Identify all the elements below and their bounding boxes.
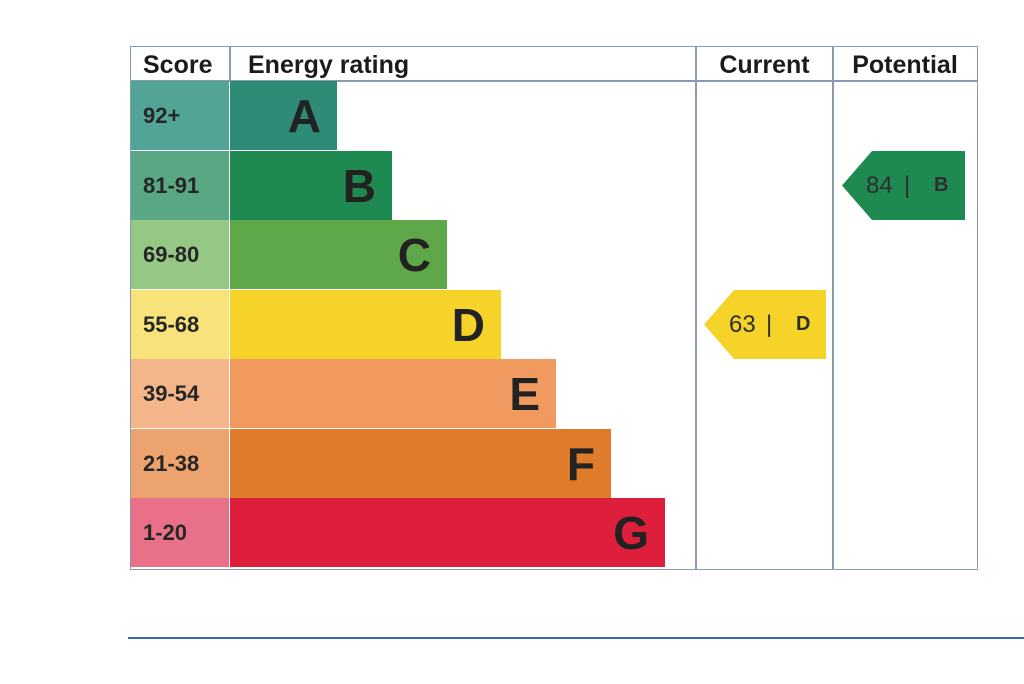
current-separator: | (766, 311, 773, 338)
energy-rating-table (130, 46, 978, 570)
potential-score-value: 84 (866, 172, 893, 199)
potential-separator: | (904, 172, 911, 199)
header-score: Score (143, 51, 213, 79)
current-column-left-divider (695, 47, 697, 569)
score-column-divider (229, 47, 231, 81)
rating-band-a: A (230, 81, 337, 150)
current-band-letter: D (796, 313, 811, 335)
header-divider (131, 80, 977, 82)
rating-band-e: E (230, 359, 556, 428)
score-cell-f: 21-38 (131, 429, 229, 498)
current-score-value: 63 (729, 311, 756, 338)
potential-band-letter: B (934, 174, 949, 196)
header-current: Current (719, 51, 810, 79)
rating-band-f: F (230, 429, 611, 498)
potential-arrow-shape (842, 151, 965, 220)
header-potential: Potential (852, 51, 958, 79)
rating-band-d: D (230, 290, 501, 359)
score-cell-d: 55-68 (131, 290, 229, 359)
rating-band-c: C (230, 220, 447, 289)
rating-band-b: B (230, 151, 392, 220)
score-cell-g: 1-20 (131, 498, 229, 567)
potential-rating-marker: 84 | B (842, 151, 965, 220)
score-cell-e: 39-54 (131, 359, 229, 428)
header-energy-rating: Energy rating (248, 51, 410, 79)
current-arrow-shape (704, 290, 826, 359)
current-column-right-divider (832, 47, 834, 569)
score-cell-a: 92+ (131, 81, 229, 150)
current-rating-marker: 63 | D (704, 290, 826, 359)
rating-band-g: G (230, 498, 665, 567)
bottom-rule (128, 637, 1024, 639)
score-cell-b: 81-91 (131, 151, 229, 220)
score-cell-c: 69-80 (131, 220, 229, 289)
